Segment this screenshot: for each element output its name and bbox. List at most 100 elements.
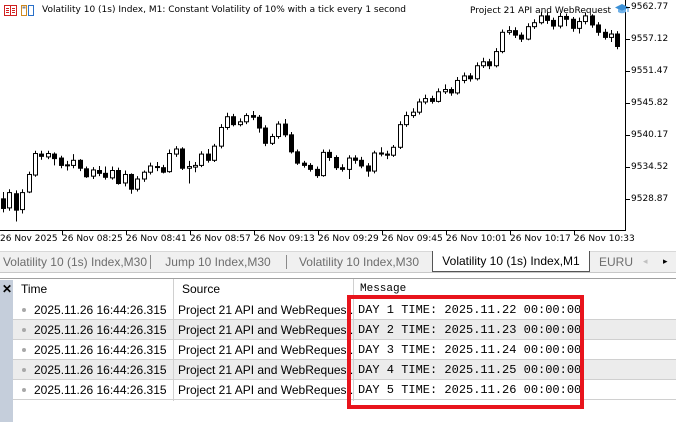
chart-title-bar: Volatility 10 (1s) Index, M1: Constant V… [4,3,406,17]
candlestick-series [1,11,620,222]
symbol-window-icon[interactable] [21,4,34,16]
column-header-message[interactable]: Message [360,283,407,295]
tab-volatility-10-m30[interactable]: Volatility 10 Index,M30 [298,255,420,269]
tab-volatility-10-1s-m30[interactable]: Volatility 10 (1s) Index,M30 [0,255,151,269]
tab-jump-10-m30[interactable]: Jump 10 Index,M30 [150,255,287,269]
bull-candle [270,136,275,144]
table-row[interactable]: 2025.11.26 16:44:26.315 Project 21 API an… [13,380,676,400]
time-tick-label: 26 Nov 09:45 [382,231,443,244]
bull-candle [436,91,441,102]
graduation-cap-icon [614,3,630,18]
bull-candle [404,115,409,126]
time-tick-label: 26 Nov 10:01 [446,231,507,244]
bull-candle [558,15,563,27]
time-axis[interactable]: 26 Nov 2025 26 Nov 08:25 26 Nov 08:41 26 No… [0,231,635,249]
table-row[interactable]: 2025.11.26 16:44:26.315 Project 21 API an… [13,360,676,380]
axis-tick [626,198,630,200]
bear-candle [359,159,364,167]
price-chart[interactable]: Volatility 10 (1s) Index, M1: Constant V… [0,0,676,249]
bear-candle [308,164,313,170]
axis-tick [626,6,630,8]
table-row[interactable]: 2025.11.26 16:44:26.315 Project 21 API an… [13,320,676,340]
time-tick-label: 26 Nov 09:13 [254,231,315,244]
bear-candle [257,116,262,129]
log-level-dot-icon [22,307,26,312]
bear-candle [385,153,390,156]
axis-tick [626,70,630,72]
message-cell: DAY 4 TIME: 2025.11.25 00:00:00 [358,362,582,377]
bear-candle [97,170,102,174]
price-level-label: 9551.47 [626,65,668,77]
bull-candle [583,15,588,23]
log-level-dot-icon [22,367,26,372]
bull-candle [347,157,352,170]
message-cell: DAY 5 TIME: 2025.11.26 00:00:00 [358,382,582,397]
tab-scroll-left-icon[interactable]: ◂ [643,256,648,266]
bear-candle [564,15,569,20]
column-separator[interactable] [353,279,354,401]
time-tick-label: 26 Nov 10:17 [510,231,571,244]
time-tick-label: 26 Nov 10:33 [574,231,635,244]
bear-candle [295,151,300,164]
table-row[interactable]: 2025.11.26 16:44:26.315 Project 21 API an… [13,340,676,360]
bear-candle [251,115,256,118]
bear-candle [615,33,620,47]
bear-candle [603,31,608,38]
time-tick-label: 26 Nov 09:29 [318,231,379,244]
bear-candle [289,134,294,153]
column-header-source[interactable]: Source [182,282,221,296]
tab-volatility-10-1s-m1[interactable]: Volatility 10 (1s) Index,M1 [432,251,590,272]
expert-advisor-label[interactable]: Project 21 API and WebRequest [470,3,630,18]
bull-candle [238,121,243,126]
bull-candle [225,116,230,128]
bull-candle [148,165,153,173]
close-icon[interactable]: ✕ [1,282,13,296]
axis-tick [510,231,511,235]
bull-candle [193,164,198,168]
bear-candle [353,157,358,161]
expert-advisor-name: Project 21 API and WebRequest [470,5,612,16]
bear-candle [84,168,89,178]
bear-candle [116,170,121,185]
bull-candle [372,152,377,172]
tab-scroll-right-icon[interactable]: ▸ [663,256,668,266]
bear-candle [283,123,288,136]
bear-candle [571,18,576,29]
bull-candle [462,75,467,81]
bear-candle [513,30,518,36]
bull-candle [142,171,147,180]
bear-candle [206,153,211,161]
bear-candle [263,127,268,144]
chart-list-icon[interactable] [4,4,17,16]
table-row[interactable]: 2025.11.26 16:44:26.315 Project 21 API an… [13,300,676,320]
axis-tick [62,231,63,235]
toolbox-side-strip[interactable] [0,280,13,422]
axis-tick [254,231,255,235]
source-cell: Project 21 API and WebReques... [178,342,353,357]
bull-candle [135,178,140,190]
price-level-label: 9557.12 [626,33,668,45]
axis-tick [626,38,630,40]
axis-tick [126,231,127,235]
time-tick-label: 26 Nov 08:57 [190,231,251,244]
axis-tick [446,231,447,235]
bull-candle [71,159,76,166]
bull-candle [123,173,128,184]
price-level-label: 9528.87 [626,193,668,205]
panel-divider [0,278,676,279]
column-separator[interactable] [173,279,174,401]
bull-candle [20,192,25,211]
table-body: 2025.11.26 16:44:26.315 Project 21 API an… [13,300,676,400]
bear-candle [590,15,595,26]
bull-candle [539,15,544,24]
price-axis[interactable]: 9562.77 9557.12 9551.47 9545.82 9540.17 9534.… [626,0,676,232]
column-header-time[interactable]: Time [21,282,48,296]
bull-candle [46,153,51,158]
bear-candle [1,198,6,209]
axis-tick [382,231,383,235]
tab-eurusd[interactable]: EURU [599,255,633,269]
bull-candle [276,123,281,138]
bear-candle [231,116,236,126]
chart-plot-area[interactable] [0,0,626,231]
bull-candle [91,169,96,177]
